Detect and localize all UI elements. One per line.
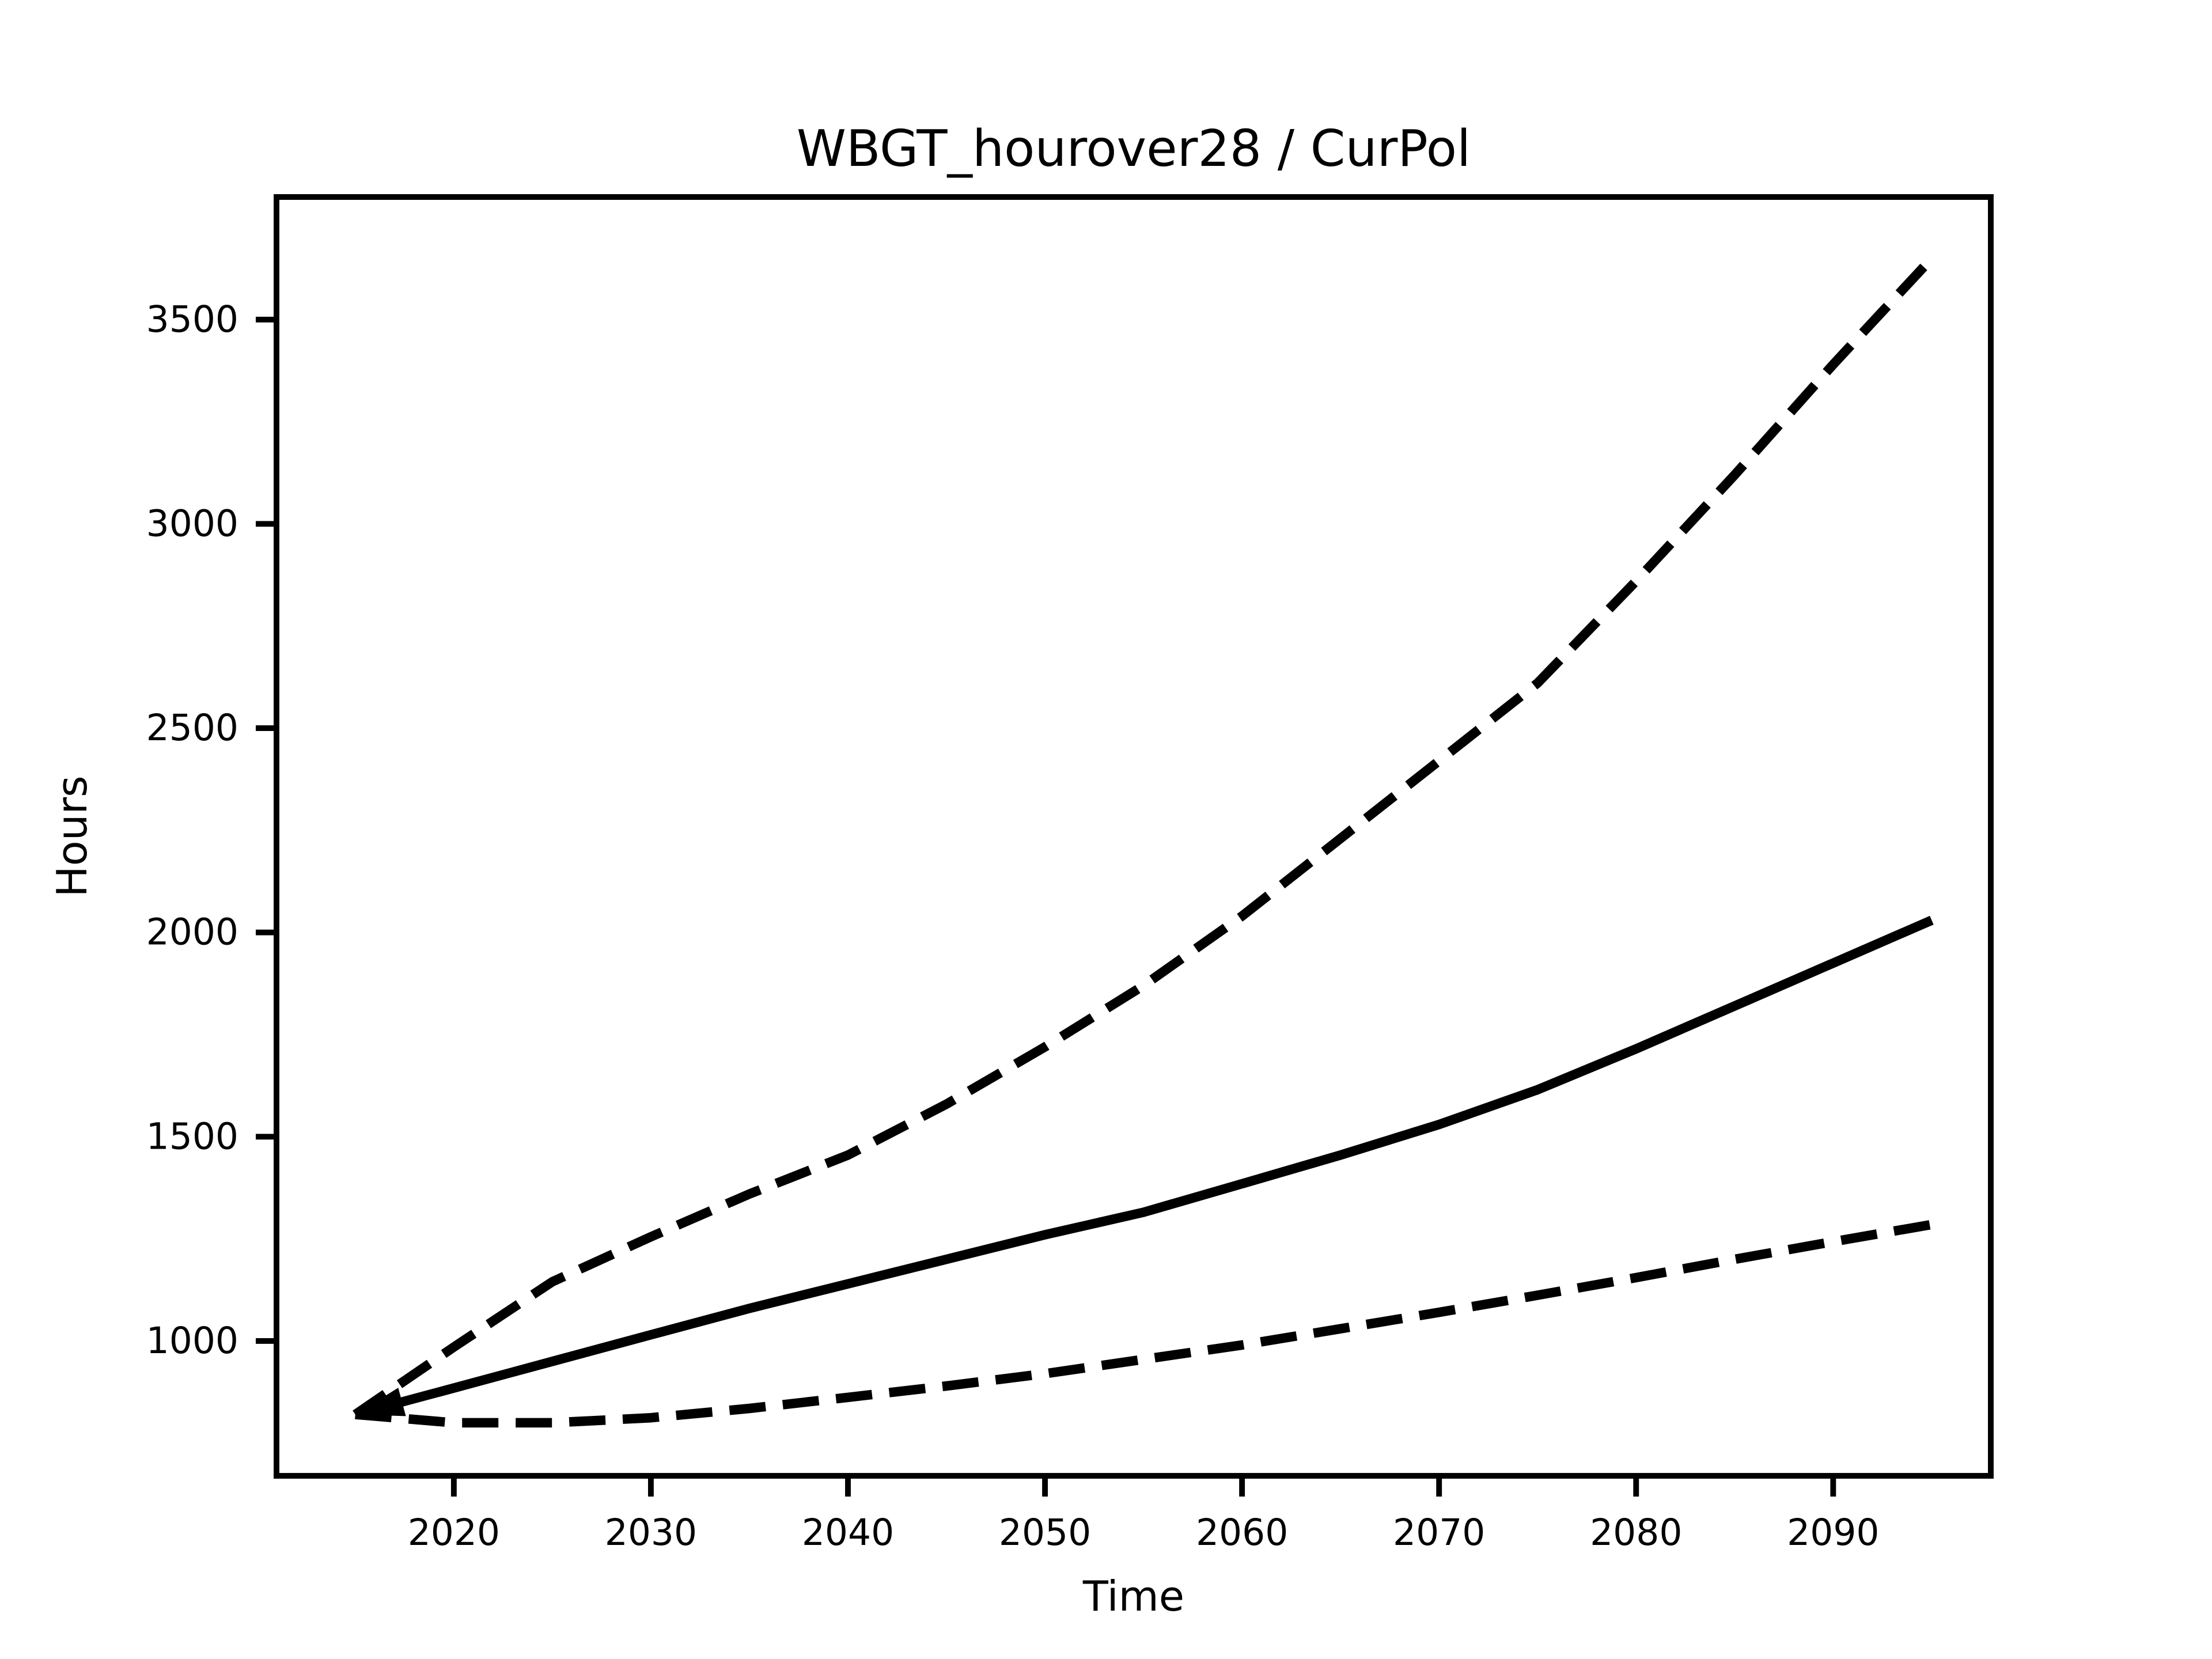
x-tick-label: 2080 <box>1590 1512 1682 1554</box>
chart-title: WBGT_hourover28 / CurPol <box>797 119 1471 178</box>
y-tick-label: 1000 <box>146 1320 238 1362</box>
y-tick-label: 3000 <box>146 502 238 544</box>
x-tick-label: 2060 <box>1196 1512 1288 1554</box>
y-tick-label: 2000 <box>146 911 238 953</box>
y-axis-label: Hours <box>48 776 96 897</box>
x-tick-label: 2020 <box>408 1512 500 1554</box>
y-tick-label: 2500 <box>146 707 238 749</box>
y-tick-label: 3500 <box>146 298 238 340</box>
series-line-mean <box>354 915 1934 1419</box>
x-tick-label: 2050 <box>999 1512 1091 1554</box>
x-axis-label: Time <box>1082 1572 1184 1620</box>
y-tick-label: 1500 <box>146 1115 238 1157</box>
start-arrowhead <box>355 1388 406 1416</box>
series-line-lower-bound <box>355 1219 1933 1428</box>
plot-area <box>274 194 1994 1479</box>
axis-ticks: 2020 2030 2040 2050 2060 2070 2080 2090 1000 1500… <box>146 298 1880 1554</box>
x-tick-label: 2040 <box>802 1512 894 1554</box>
x-tick-label: 2030 <box>605 1512 697 1554</box>
series-line-upper-bound <box>353 255 1936 1419</box>
x-tick-label: 2090 <box>1787 1512 1879 1554</box>
x-tick-label: 2070 <box>1393 1512 1485 1554</box>
plot-border-spines <box>274 194 1994 1479</box>
data-lines <box>353 255 1936 1428</box>
